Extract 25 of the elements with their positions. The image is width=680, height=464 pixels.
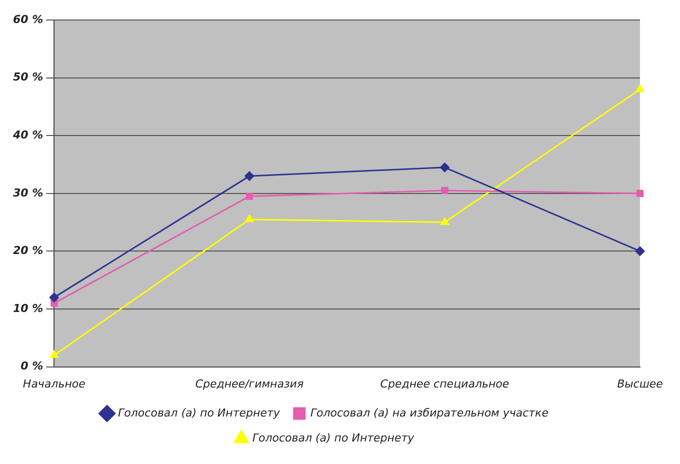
legend-label: Голосовал (а) по Интернету xyxy=(118,406,280,420)
legend-label: Голосовал (а) по Интернету xyxy=(252,431,415,444)
x-tick-label: Высшее xyxy=(617,377,664,390)
x-tick-label: Среднее/гимназия xyxy=(195,377,304,390)
point xyxy=(244,171,254,181)
point xyxy=(441,186,448,194)
point xyxy=(49,292,59,302)
y-tick-label: 0 % xyxy=(20,360,44,373)
x-tick-label: Среднее специальное xyxy=(380,377,510,390)
y-tick-label: 30 % xyxy=(12,186,44,200)
point xyxy=(50,350,58,358)
point xyxy=(636,84,644,92)
point xyxy=(635,246,645,256)
y-tick-label: 20 % xyxy=(12,244,44,258)
point xyxy=(636,190,644,197)
point xyxy=(440,162,450,172)
point xyxy=(246,192,254,200)
point xyxy=(245,214,254,222)
y-tick-label: 60 % xyxy=(12,12,44,26)
y-tick-label: 50 % xyxy=(12,70,44,84)
point xyxy=(440,218,449,226)
y-tick-label: 10 % xyxy=(12,302,44,315)
y-tick-label: 40 % xyxy=(12,128,44,142)
legend-label: Голосовал (а) на избирательном участке xyxy=(310,406,549,420)
x-tick-label: Начальное xyxy=(22,377,86,390)
